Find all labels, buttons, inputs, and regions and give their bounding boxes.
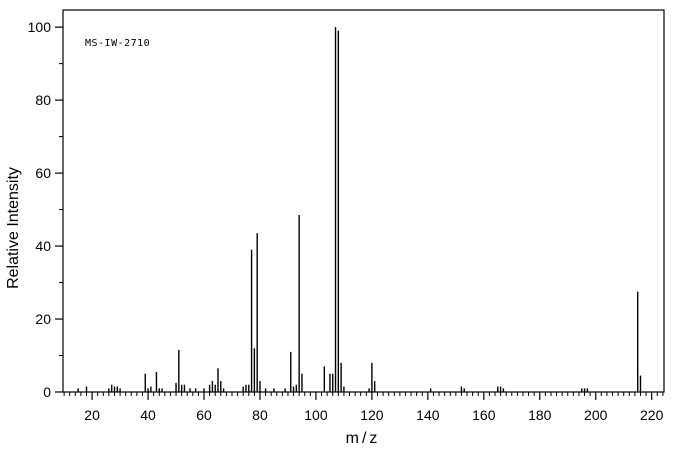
y-tick-label: 80: [35, 92, 51, 108]
spectrum-peaks: [77, 27, 642, 392]
y-axis-ticks: [55, 26, 63, 393]
x-tick-label: 100: [304, 407, 328, 423]
x-axis-title: m/z: [346, 430, 381, 447]
plot-border: [62, 9, 665, 393]
x-axis-ticks: [63, 392, 664, 400]
x-tick-label: 80: [252, 407, 268, 423]
x-tick-label: 120: [360, 407, 384, 423]
y-tick-label: 0: [43, 384, 51, 400]
spectrum-id-label: MS-IW-2710: [85, 38, 150, 49]
plot-frame: [62, 9, 665, 393]
y-tick-label: 20: [35, 311, 51, 327]
x-axis-tick-labels: 20 40 60 80 100 120 140 160 180 200 220: [84, 407, 663, 423]
x-tick-label: 180: [528, 407, 552, 423]
x-tick-label: 200: [584, 407, 608, 423]
y-tick-label: 40: [35, 238, 51, 254]
y-axis-tick-labels: 0 20 40 60 80 100: [28, 19, 52, 400]
y-tick-label: 100: [28, 19, 52, 35]
x-tick-label: 20: [84, 407, 100, 423]
x-tick-label: 160: [472, 407, 496, 423]
x-tick-label: 60: [196, 407, 212, 423]
y-axis-title: Relative Intensity: [5, 167, 22, 289]
x-tick-label: 140: [416, 407, 440, 423]
x-tick-label: 40: [140, 407, 156, 423]
y-tick-label: 60: [35, 165, 51, 181]
x-tick-label: 220: [640, 407, 664, 423]
